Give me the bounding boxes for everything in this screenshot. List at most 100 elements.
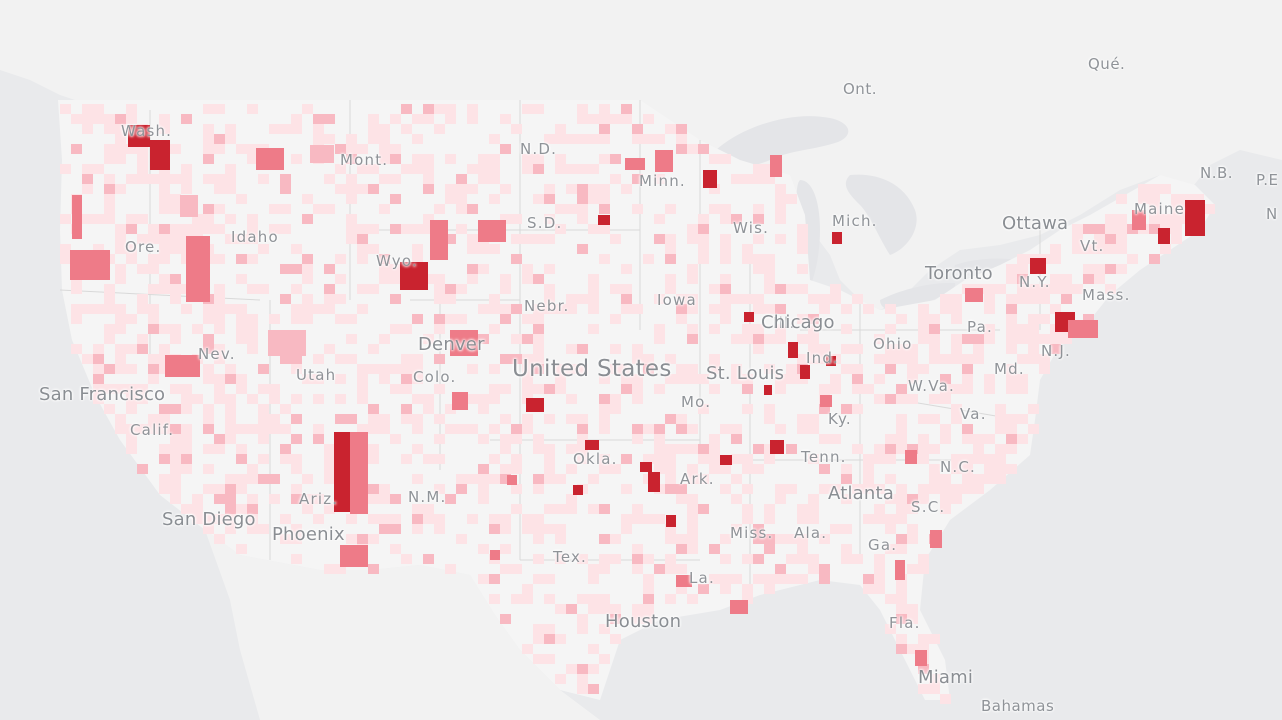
- county[interactable]: [225, 524, 236, 534]
- county[interactable]: [478, 264, 489, 274]
- county[interactable]: [401, 354, 412, 364]
- county[interactable]: [236, 474, 247, 484]
- county[interactable]: [456, 314, 467, 324]
- county[interactable]: [632, 564, 643, 574]
- county[interactable]: [797, 264, 808, 274]
- county[interactable]: [214, 444, 225, 454]
- county[interactable]: [1105, 244, 1116, 254]
- county[interactable]: [247, 394, 258, 404]
- county[interactable]: [522, 154, 533, 164]
- county[interactable]: [478, 544, 489, 554]
- county[interactable]: [247, 504, 258, 514]
- county[interactable]: [588, 134, 599, 144]
- county[interactable]: [137, 164, 148, 174]
- county[interactable]: [588, 574, 599, 584]
- county[interactable]: [577, 414, 588, 424]
- county[interactable]: [1039, 364, 1050, 374]
- county[interactable]: [423, 554, 434, 564]
- county[interactable]: [258, 384, 269, 394]
- county[interactable]: [302, 104, 313, 114]
- county[interactable]: [71, 144, 82, 154]
- county[interactable]: [423, 184, 434, 194]
- county[interactable]: [1204, 204, 1215, 214]
- county[interactable]: [588, 224, 599, 234]
- county[interactable]: [500, 544, 511, 554]
- county[interactable]: [324, 454, 335, 464]
- county[interactable]: [247, 514, 258, 524]
- county[interactable]: [280, 124, 291, 134]
- county[interactable]: [874, 354, 885, 364]
- county[interactable]: [1006, 334, 1017, 344]
- county[interactable]: [918, 554, 929, 564]
- county[interactable]: [148, 374, 159, 384]
- county[interactable]: [885, 544, 896, 554]
- county[interactable]: [148, 314, 159, 324]
- county[interactable]: [929, 474, 940, 484]
- county[interactable]: [170, 434, 181, 444]
- county[interactable]: [1116, 264, 1127, 274]
- county[interactable]: [852, 294, 863, 304]
- county[interactable]: [214, 104, 225, 114]
- county[interactable]: [687, 274, 698, 284]
- county[interactable]: [555, 384, 566, 394]
- county[interactable]: [918, 454, 929, 464]
- county[interactable]: [214, 434, 225, 444]
- county[interactable]: [654, 214, 665, 224]
- county[interactable]: [170, 144, 181, 154]
- county[interactable]: [720, 154, 731, 164]
- county[interactable]: [687, 534, 698, 544]
- county[interactable]: [511, 564, 522, 574]
- county[interactable]: [368, 494, 379, 504]
- county[interactable]: [577, 214, 588, 224]
- county-highlight[interactable]: [625, 158, 645, 170]
- county[interactable]: [390, 514, 401, 524]
- county[interactable]: [500, 464, 511, 474]
- county[interactable]: [885, 394, 896, 404]
- county[interactable]: [357, 534, 368, 544]
- county[interactable]: [720, 244, 731, 254]
- county[interactable]: [995, 464, 1006, 474]
- county[interactable]: [412, 514, 423, 524]
- county[interactable]: [214, 314, 225, 324]
- county-highlight[interactable]: [770, 440, 784, 454]
- county[interactable]: [654, 434, 665, 444]
- county[interactable]: [775, 284, 786, 294]
- county[interactable]: [302, 194, 313, 204]
- county[interactable]: [533, 434, 544, 444]
- county[interactable]: [709, 544, 720, 554]
- county[interactable]: [148, 304, 159, 314]
- county[interactable]: [643, 114, 654, 124]
- county[interactable]: [599, 104, 610, 114]
- county[interactable]: [302, 504, 313, 514]
- county[interactable]: [478, 164, 489, 174]
- county[interactable]: [588, 684, 599, 694]
- county[interactable]: [247, 144, 258, 154]
- county-highlight[interactable]: [598, 215, 610, 225]
- county[interactable]: [599, 414, 610, 424]
- county[interactable]: [1193, 194, 1204, 204]
- county[interactable]: [599, 454, 610, 464]
- county[interactable]: [445, 314, 456, 324]
- county[interactable]: [1028, 284, 1039, 294]
- county[interactable]: [654, 234, 665, 244]
- county[interactable]: [984, 474, 995, 484]
- county[interactable]: [137, 424, 148, 434]
- county[interactable]: [500, 354, 511, 364]
- county[interactable]: [126, 214, 137, 224]
- county[interactable]: [379, 154, 390, 164]
- county[interactable]: [1017, 354, 1028, 364]
- county[interactable]: [775, 574, 786, 584]
- county[interactable]: [643, 594, 654, 604]
- county[interactable]: [698, 584, 709, 594]
- county[interactable]: [709, 574, 720, 584]
- county[interactable]: [291, 124, 302, 134]
- county[interactable]: [907, 354, 918, 364]
- county[interactable]: [137, 334, 148, 344]
- county[interactable]: [632, 344, 643, 354]
- county[interactable]: [764, 514, 775, 524]
- county[interactable]: [797, 314, 808, 324]
- county[interactable]: [291, 414, 302, 424]
- county[interactable]: [82, 214, 93, 224]
- county[interactable]: [643, 514, 654, 524]
- county[interactable]: [731, 434, 742, 444]
